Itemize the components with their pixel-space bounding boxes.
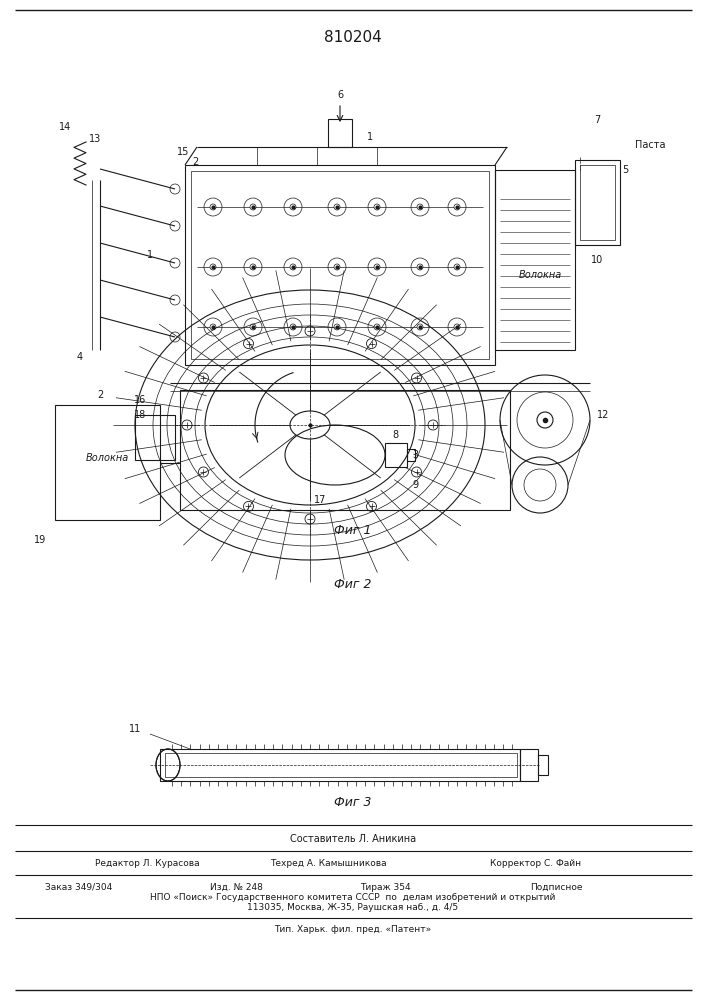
Text: Паста: Паста bbox=[635, 140, 665, 150]
Ellipse shape bbox=[156, 749, 180, 781]
Text: Заказ 349/304: Заказ 349/304 bbox=[45, 882, 112, 892]
Circle shape bbox=[454, 324, 460, 330]
Text: 13: 13 bbox=[89, 134, 101, 144]
Text: Волокна: Волокна bbox=[518, 270, 561, 280]
Text: Фиг 3: Фиг 3 bbox=[334, 796, 372, 810]
Text: 3: 3 bbox=[412, 450, 418, 460]
Circle shape bbox=[417, 264, 423, 270]
Bar bbox=[385, 443, 407, 467]
Circle shape bbox=[334, 324, 340, 330]
Text: Тип. Харьк. фил. пред. «Патент»: Тип. Харьк. фил. пред. «Патент» bbox=[274, 924, 432, 934]
Text: Изд. № 248: Изд. № 248 bbox=[210, 882, 263, 892]
Text: 7: 7 bbox=[594, 115, 600, 125]
Text: Фиг 1: Фиг 1 bbox=[334, 524, 372, 536]
Bar bbox=[520, 749, 538, 781]
Text: 9: 9 bbox=[412, 480, 418, 490]
Text: 17: 17 bbox=[314, 495, 326, 505]
Circle shape bbox=[417, 204, 423, 210]
Bar bbox=[135, 415, 175, 460]
Circle shape bbox=[290, 324, 296, 330]
Circle shape bbox=[454, 204, 460, 210]
Circle shape bbox=[210, 324, 216, 330]
Text: 16: 16 bbox=[134, 395, 146, 405]
Bar bbox=[160, 749, 520, 781]
Text: Редактор Л. Курасова: Редактор Л. Курасова bbox=[95, 858, 199, 867]
Bar bbox=[495, 170, 575, 350]
Text: Подписное: Подписное bbox=[530, 882, 583, 892]
Text: 6: 6 bbox=[337, 90, 343, 100]
Text: 113035, Москва, Ж-35, Раушская наб., д. 4/5: 113035, Москва, Ж-35, Раушская наб., д. … bbox=[247, 904, 459, 912]
Circle shape bbox=[417, 324, 423, 330]
Circle shape bbox=[250, 324, 256, 330]
Text: 18: 18 bbox=[134, 410, 146, 420]
Text: 810204: 810204 bbox=[324, 29, 382, 44]
Text: 2: 2 bbox=[97, 390, 103, 400]
Circle shape bbox=[454, 264, 460, 270]
Circle shape bbox=[250, 264, 256, 270]
Text: 1: 1 bbox=[147, 250, 153, 260]
Bar bbox=[538, 755, 548, 775]
Circle shape bbox=[334, 204, 340, 210]
Bar bbox=[328, 119, 352, 147]
Circle shape bbox=[537, 412, 553, 428]
Text: 5: 5 bbox=[622, 165, 628, 175]
Bar bbox=[407, 449, 415, 461]
Circle shape bbox=[374, 264, 380, 270]
Bar bbox=[580, 165, 615, 240]
Text: 1: 1 bbox=[367, 132, 373, 142]
Bar bbox=[575, 160, 620, 245]
Text: Волокна: Волокна bbox=[86, 453, 129, 463]
Circle shape bbox=[210, 264, 216, 270]
Text: 10: 10 bbox=[591, 255, 603, 265]
Text: Составитель Л. Аникина: Составитель Л. Аникина bbox=[290, 834, 416, 844]
Text: Техред А. Камышникова: Техред А. Камышникова bbox=[270, 858, 387, 867]
Text: НПО «Поиск» Государственного комитета СССР  по  делам изобретений и открытий: НПО «Поиск» Государственного комитета СС… bbox=[151, 894, 556, 902]
Text: 14: 14 bbox=[59, 122, 71, 132]
Text: 19: 19 bbox=[34, 535, 46, 545]
Text: 2: 2 bbox=[192, 157, 198, 167]
Text: 4: 4 bbox=[77, 352, 83, 362]
Bar bbox=[165, 753, 517, 777]
Text: 11: 11 bbox=[129, 724, 141, 734]
Circle shape bbox=[290, 204, 296, 210]
Circle shape bbox=[374, 324, 380, 330]
Text: 15: 15 bbox=[177, 147, 189, 157]
Bar bbox=[191, 171, 489, 359]
Circle shape bbox=[374, 204, 380, 210]
Text: 12: 12 bbox=[597, 410, 609, 420]
Circle shape bbox=[250, 204, 256, 210]
Circle shape bbox=[210, 204, 216, 210]
Text: Фиг 2: Фиг 2 bbox=[334, 578, 372, 591]
Circle shape bbox=[290, 264, 296, 270]
Bar bbox=[180, 390, 510, 510]
Text: 8: 8 bbox=[392, 430, 398, 440]
Circle shape bbox=[334, 264, 340, 270]
Bar bbox=[55, 405, 160, 520]
Text: Корректор С. Файн: Корректор С. Файн bbox=[490, 858, 581, 867]
Bar bbox=[185, 165, 495, 365]
Text: Тираж 354: Тираж 354 bbox=[360, 882, 411, 892]
